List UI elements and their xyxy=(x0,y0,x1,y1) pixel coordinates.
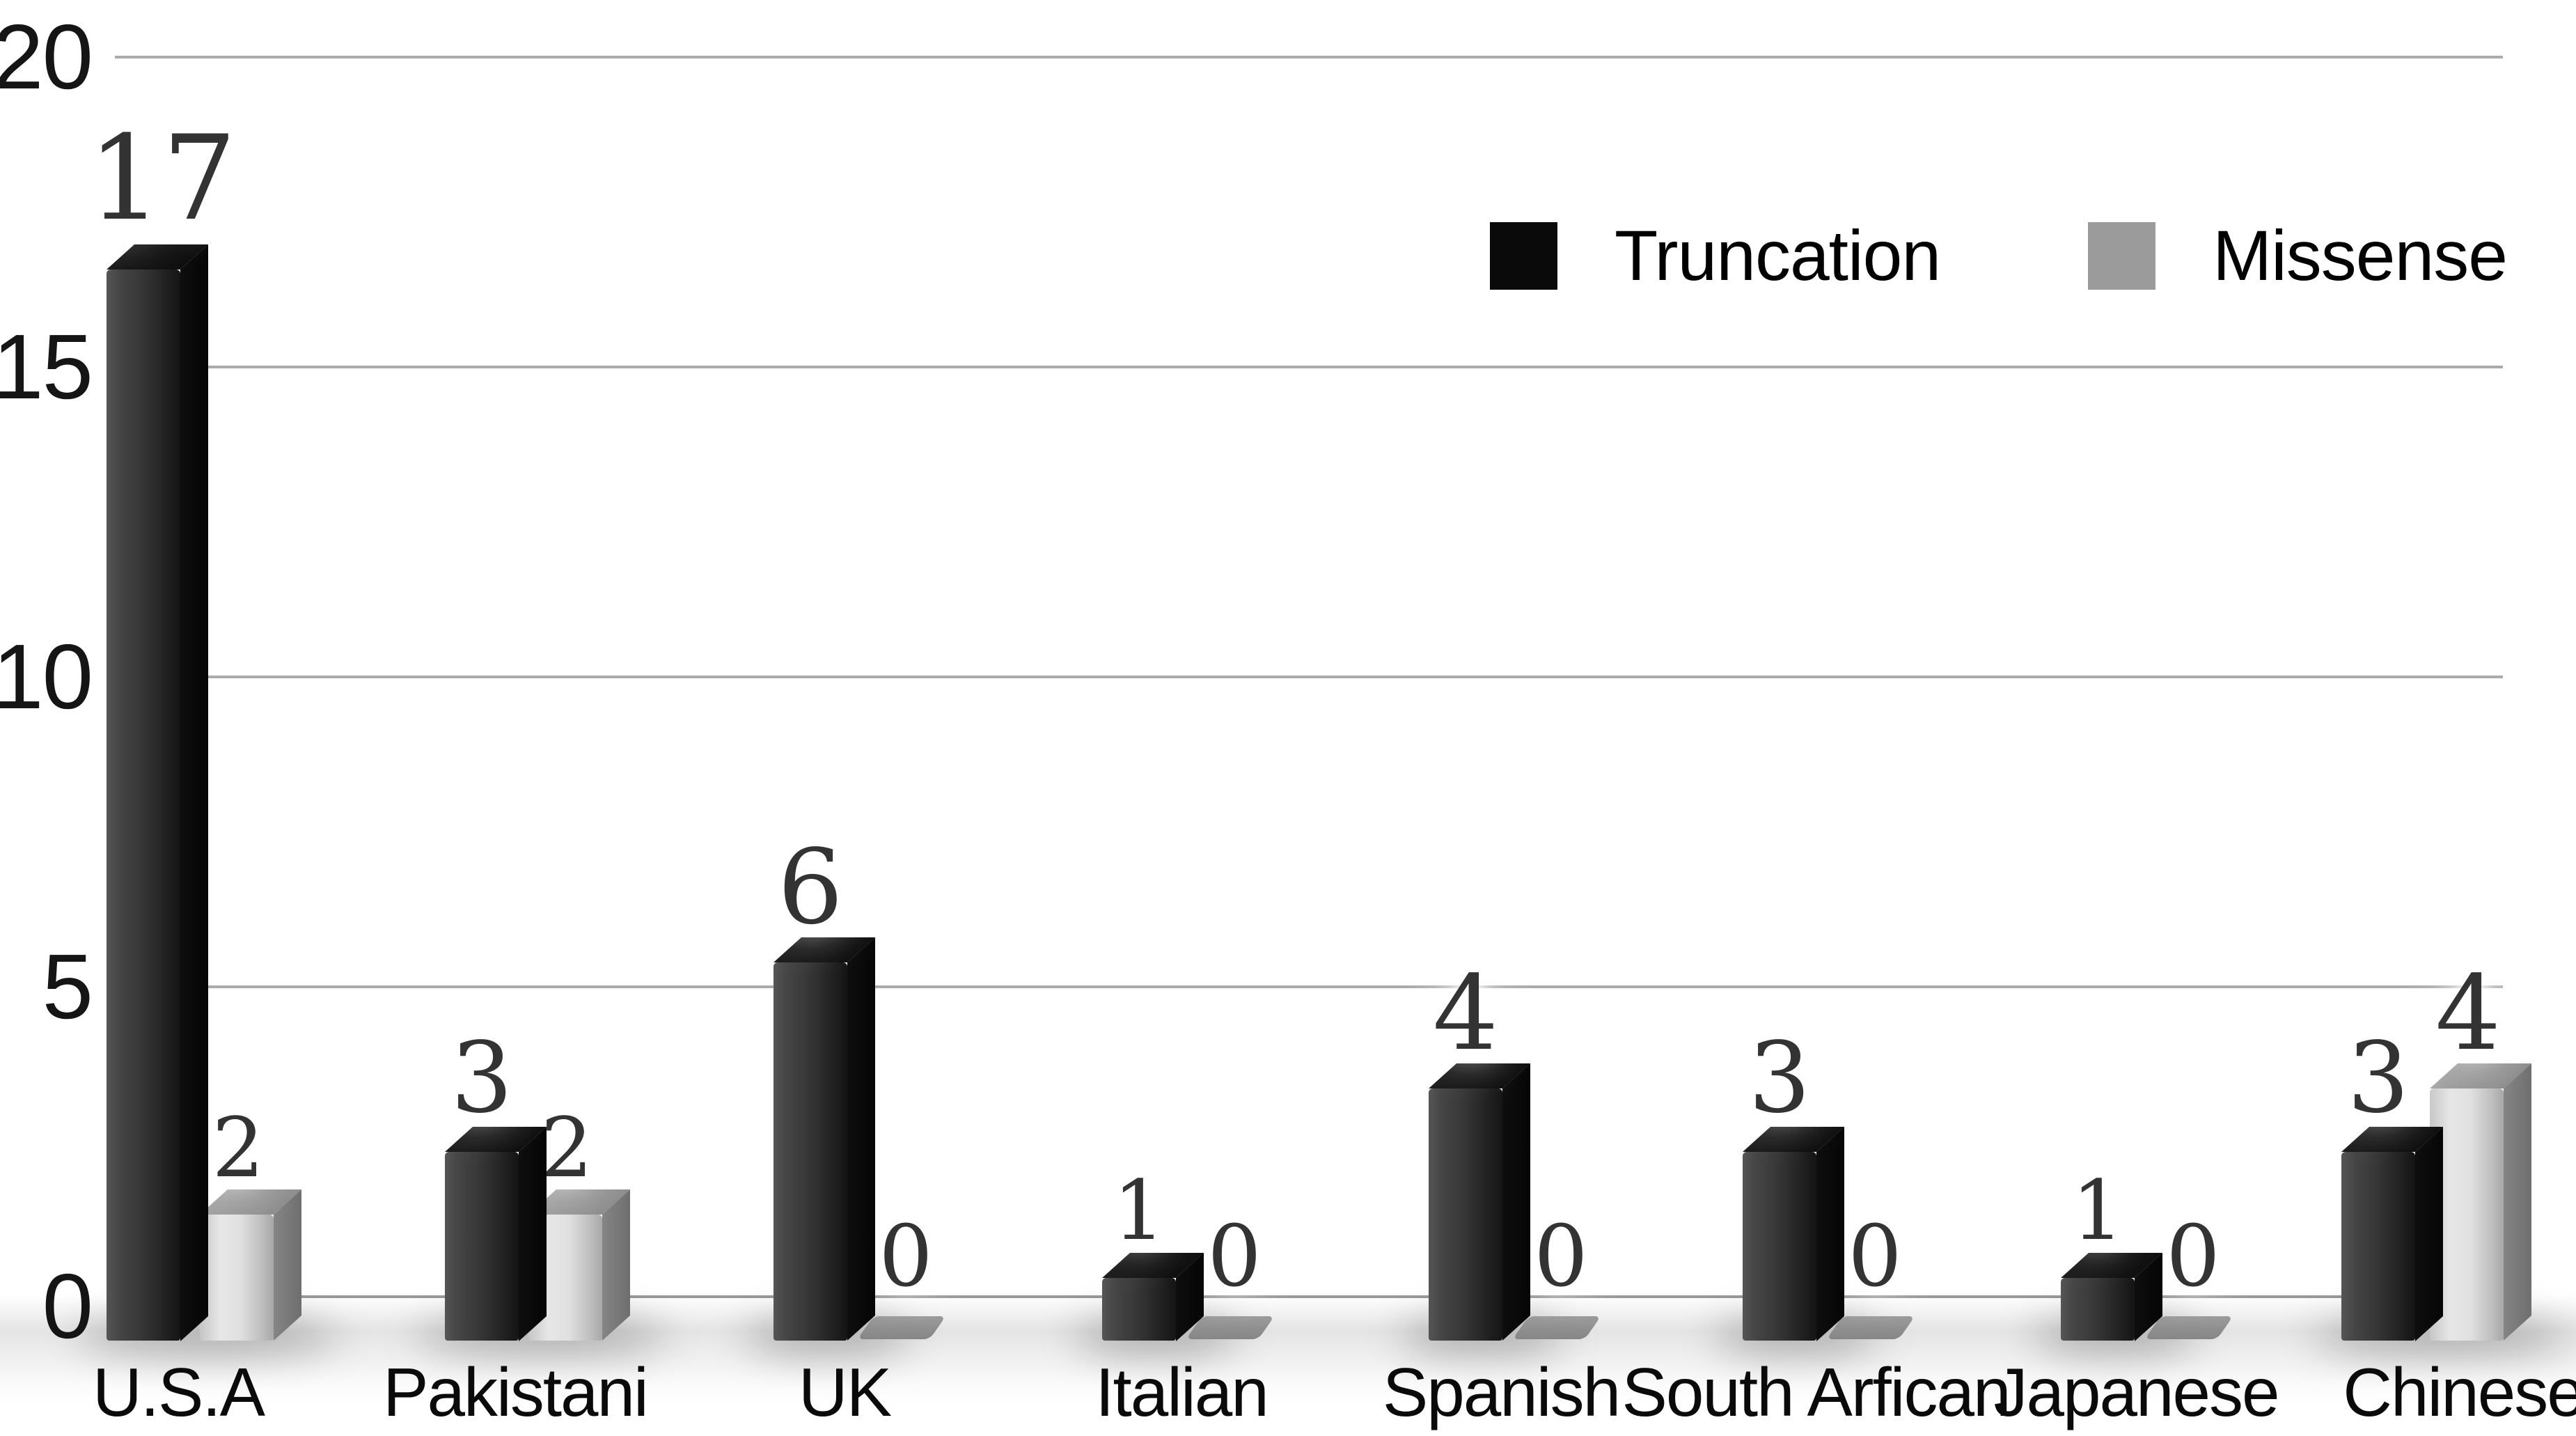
bar-truncation-japanese xyxy=(2061,1252,2162,1341)
bar-front-face xyxy=(1102,1277,1176,1341)
y-axis-tick-label: 20 xyxy=(0,6,93,108)
bar-truncation-pakistani xyxy=(445,1126,547,1341)
bar-front-face xyxy=(200,1215,274,1341)
legend-label-missense: Missense xyxy=(2213,216,2508,295)
bar-side-face xyxy=(2504,1063,2531,1341)
value-label-truncation-italian: 1 xyxy=(1113,1162,1165,1259)
bar-front-face xyxy=(107,269,180,1341)
y-axis-tick-label: 15 xyxy=(0,315,93,418)
x-axis-label-japanese: Japanese xyxy=(1993,1354,2279,1430)
legend-label-truncation: Truncation xyxy=(1615,216,1941,295)
gridline-0 xyxy=(115,1295,2503,1298)
x-axis-label-spanish: Spanish xyxy=(1382,1354,1621,1430)
gridline-15 xyxy=(115,366,2503,368)
bar-side-face xyxy=(2415,1126,2443,1341)
y-axis-tick-label: 10 xyxy=(0,625,93,728)
bar-truncation-chinese xyxy=(2341,1126,2443,1341)
value-label-truncation-pakistani: 3 xyxy=(450,1022,513,1136)
value-label-missense-japanese: 0 xyxy=(2166,1206,2220,1306)
bar-front-face xyxy=(1743,1151,1816,1341)
bar-missense-u-s-a xyxy=(200,1189,301,1341)
bar-front-face xyxy=(1429,1088,1502,1341)
gridline-5 xyxy=(115,985,2503,988)
y-axis-tick-label: 0 xyxy=(42,1255,93,1357)
x-axis-label-chinese: Chinese xyxy=(2343,1354,2576,1430)
bar-front-face xyxy=(2061,1277,2135,1341)
bar-side-face xyxy=(602,1189,630,1341)
bar-side-face xyxy=(1502,1063,1530,1341)
gridline-10 xyxy=(115,676,2503,678)
value-label-truncation-chinese: 3 xyxy=(2347,1022,2410,1136)
value-label-missense-italian: 0 xyxy=(1207,1206,1262,1306)
bar-side-face xyxy=(519,1126,547,1341)
value-label-missense-uk: 0 xyxy=(879,1206,933,1306)
x-axis-label-pakistani: Pakistani xyxy=(383,1354,649,1430)
value-label-missense-chinese: 4 xyxy=(2435,953,2502,1073)
bar-truncation-u-s-a xyxy=(107,244,208,1341)
bar-truncation-uk xyxy=(773,937,875,1341)
x-axis-label-italian: Italian xyxy=(1095,1354,1269,1430)
bar-front-face xyxy=(2341,1151,2415,1341)
value-label-truncation-u-s-a: 17 xyxy=(88,110,237,247)
value-label-missense-south-arfican: 0 xyxy=(1848,1206,1902,1306)
bar-truncation-south-arfican xyxy=(1743,1126,1844,1341)
x-axis-label-south-arfican: South Arfican xyxy=(1621,1354,2011,1430)
gridline-20 xyxy=(115,56,2503,58)
value-label-truncation-south-arfican: 3 xyxy=(1748,1022,1811,1136)
legend-swatch-truncation-icon xyxy=(1490,221,1557,290)
legend: Truncation Missense xyxy=(1490,216,2508,295)
value-label-truncation-japanese: 1 xyxy=(2071,1162,2124,1259)
bar-front-face xyxy=(445,1151,519,1341)
value-label-missense-u-s-a: 2 xyxy=(212,1099,265,1196)
x-axis-label-u-s-a: U.S.A xyxy=(93,1354,265,1430)
bar-side-face xyxy=(847,937,875,1341)
value-label-missense-spanish: 0 xyxy=(1534,1206,1588,1306)
bar-missense-chinese xyxy=(2430,1063,2531,1341)
bar-side-face xyxy=(1816,1126,1844,1341)
bar-side-face xyxy=(274,1189,301,1341)
bar-side-face xyxy=(180,244,208,1341)
bar-front-face xyxy=(773,962,847,1341)
y-axis-tick-label: 5 xyxy=(42,935,93,1038)
bar-truncation-italian xyxy=(1102,1252,1204,1341)
value-label-truncation-spanish: 4 xyxy=(1432,953,1499,1073)
value-label-missense-pakistani: 2 xyxy=(540,1099,593,1196)
legend-swatch-missense-icon xyxy=(2088,221,2156,290)
x-axis-label-uk: UK xyxy=(798,1354,892,1430)
bar-truncation-spanish xyxy=(1429,1063,1530,1341)
value-label-truncation-uk: 6 xyxy=(777,827,844,947)
